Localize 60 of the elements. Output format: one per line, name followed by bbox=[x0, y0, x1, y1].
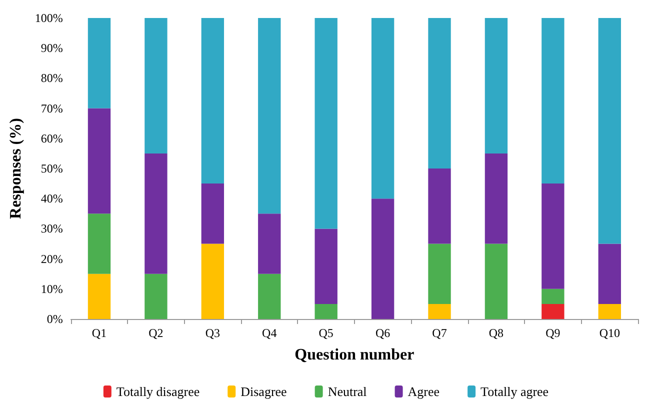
y-tick-label: 70% bbox=[40, 101, 63, 116]
bar bbox=[484, 244, 508, 319]
x-axis-title: Question number bbox=[294, 346, 414, 364]
x-tick-label: Q7 bbox=[432, 326, 447, 340]
bar bbox=[371, 198, 394, 319]
x-tick-label: Q6 bbox=[375, 326, 390, 340]
bar bbox=[314, 228, 338, 304]
bar bbox=[201, 244, 224, 319]
bar bbox=[144, 274, 168, 319]
bar bbox=[484, 153, 508, 244]
x-tick-label: Q1 bbox=[92, 326, 107, 340]
x-tick-label: Q4 bbox=[262, 326, 277, 340]
bar bbox=[201, 184, 224, 244]
y-tick-label: 100% bbox=[34, 11, 63, 25]
bar bbox=[144, 18, 168, 154]
legend-label: Totally agree bbox=[480, 384, 549, 399]
bar bbox=[542, 184, 564, 289]
y-tick-label: 40% bbox=[40, 192, 63, 206]
bar bbox=[598, 304, 621, 319]
bar bbox=[88, 18, 111, 108]
bar bbox=[542, 304, 564, 319]
bar bbox=[314, 304, 338, 319]
y-tick-label: 50% bbox=[40, 162, 63, 176]
bar bbox=[88, 214, 111, 274]
bar bbox=[428, 244, 451, 304]
bar bbox=[258, 274, 281, 319]
bar bbox=[258, 214, 281, 274]
y-tick-label: 90% bbox=[40, 41, 63, 56]
bar bbox=[598, 244, 621, 304]
y-tick-label: 20% bbox=[40, 252, 63, 266]
bar bbox=[484, 18, 508, 154]
x-tick-label: Q3 bbox=[205, 326, 220, 340]
bar bbox=[258, 18, 281, 214]
bar bbox=[598, 18, 621, 244]
y-axis-title: Responses (%) bbox=[8, 118, 24, 219]
bar bbox=[88, 274, 111, 319]
y-tick-label: 10% bbox=[40, 282, 63, 296]
bar bbox=[371, 18, 394, 199]
y-tick-label: 0% bbox=[46, 312, 63, 326]
legend-label: Totally disagree bbox=[116, 384, 200, 399]
x-tick-label: Q9 bbox=[546, 326, 560, 340]
legend-label: Neutral bbox=[328, 384, 368, 399]
x-tick-label: Q8 bbox=[488, 326, 504, 340]
bar bbox=[88, 108, 111, 214]
y-tick-label: 80% bbox=[40, 71, 63, 86]
bar bbox=[542, 18, 564, 184]
legend-label: Agree bbox=[408, 384, 440, 399]
x-tick-label: Q10 bbox=[599, 326, 620, 340]
bar bbox=[542, 288, 564, 304]
bar bbox=[144, 153, 168, 274]
bar bbox=[314, 18, 338, 229]
bar bbox=[428, 304, 451, 319]
y-tick-label: 30% bbox=[40, 222, 63, 236]
bar bbox=[428, 168, 451, 244]
x-tick-label: Q2 bbox=[148, 326, 164, 340]
bar bbox=[428, 18, 451, 168]
bar bbox=[201, 18, 224, 184]
y-tick-label: 60% bbox=[40, 131, 63, 146]
x-tick-label: Q5 bbox=[318, 326, 334, 340]
legend-label: Disagree bbox=[240, 384, 288, 399]
